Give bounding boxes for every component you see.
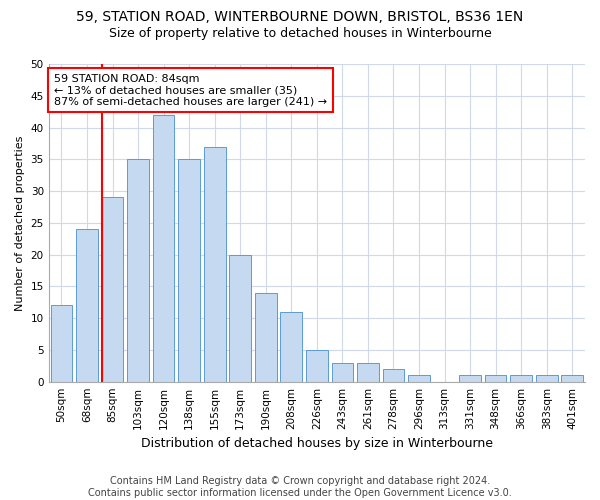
Bar [101, 198, 124, 382]
Y-axis label: Number of detached properties: Number of detached properties [15, 135, 25, 310]
Bar [50, 306, 72, 382]
Bar [280, 312, 302, 382]
Text: 59, STATION ROAD, WINTERBOURNE DOWN, BRISTOL, BS36 1EN: 59, STATION ROAD, WINTERBOURNE DOWN, BRI… [76, 10, 524, 24]
Bar [178, 160, 200, 382]
Text: Size of property relative to detached houses in Winterbourne: Size of property relative to detached ho… [109, 28, 491, 40]
X-axis label: Distribution of detached houses by size in Winterbourne: Distribution of detached houses by size … [141, 437, 493, 450]
Bar [153, 115, 175, 382]
Bar [485, 376, 506, 382]
Bar [306, 350, 328, 382]
Text: Contains HM Land Registry data © Crown copyright and database right 2024.
Contai: Contains HM Land Registry data © Crown c… [88, 476, 512, 498]
Bar [562, 376, 583, 382]
Bar [204, 146, 226, 382]
Text: 59 STATION ROAD: 84sqm
← 13% of detached houses are smaller (35)
87% of semi-det: 59 STATION ROAD: 84sqm ← 13% of detached… [54, 74, 327, 106]
Bar [510, 376, 532, 382]
Bar [332, 362, 353, 382]
Bar [357, 362, 379, 382]
Bar [76, 229, 98, 382]
Bar [127, 160, 149, 382]
Bar [255, 292, 277, 382]
Bar [383, 369, 404, 382]
Bar [229, 254, 251, 382]
Bar [408, 376, 430, 382]
Bar [459, 376, 481, 382]
Bar [536, 376, 557, 382]
